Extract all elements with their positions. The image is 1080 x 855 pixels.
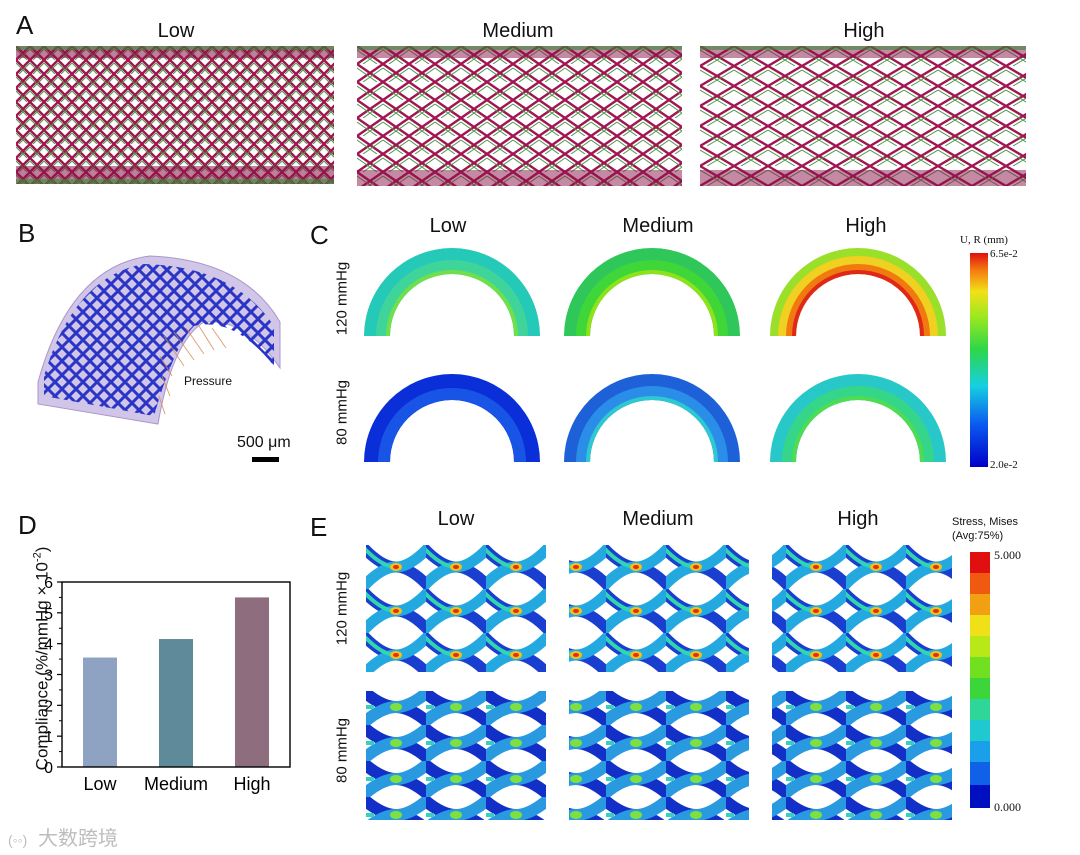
bar-high — [235, 597, 269, 767]
x-tick-label-high: High — [233, 774, 270, 794]
stress-high-80 — [772, 691, 952, 820]
panel-e-label: E — [310, 512, 328, 542]
panel-e-title-medium: Medium — [622, 508, 694, 530]
panel-b-label: B — [18, 218, 36, 248]
y-tick-label-0: 0 — [44, 760, 53, 777]
x-tick-label-medium: Medium — [144, 774, 208, 794]
panel-a-label: A — [16, 10, 34, 40]
y-tick-label-5: 5 — [44, 606, 53, 623]
stress-high-120 — [772, 545, 952, 672]
stent-low-image — [16, 46, 334, 184]
chart-ylabel: Compliance (%/mmHg × 10-2) — [31, 546, 52, 771]
y-tick-label-6: 6 — [44, 575, 53, 592]
y-tick-label-1: 1 — [44, 729, 53, 746]
colorbar-e-min: 0.000 — [994, 800, 1021, 814]
panel-a-title-medium: Medium — [482, 20, 554, 42]
stress-maps — [366, 545, 952, 820]
lattice-tube-image — [37, 255, 281, 425]
panel-c-label: C — [310, 220, 329, 250]
stress-medium-120 — [569, 545, 749, 672]
panel-e-title-high: High — [837, 508, 879, 530]
panel-a-title-low: Low — [157, 20, 195, 42]
displacement-rings — [364, 248, 946, 462]
watermark-logo-icon: (◦◦) — [8, 832, 28, 848]
panel-c-row-120: 120 mmHg — [333, 261, 351, 336]
stress-low-80 — [366, 691, 546, 820]
ring-low-120 — [364, 248, 540, 336]
bar-medium — [159, 639, 193, 767]
panel-c-title-low: Low — [429, 215, 467, 237]
panel-c-title-medium: Medium — [622, 215, 694, 237]
colorbar-e-max: 5.000 — [994, 548, 1021, 562]
colorbar-c-min: 2.0e-2 — [990, 459, 1018, 471]
stent-high-image — [700, 46, 1026, 186]
y-tick-label-3: 3 — [44, 668, 53, 685]
y-tick-label-4: 4 — [44, 637, 53, 654]
colorbar-e-title: Stress, Mises (Avg:75%) — [952, 516, 1019, 542]
scalebar-label: 500 μm — [237, 434, 291, 451]
watermark: (◦◦) 大数跨境 — [8, 828, 118, 850]
compliance-bar-chart: 0 1 2 3 4 5 6 Low Medium High — [44, 575, 291, 794]
colorbar-e — [970, 552, 990, 808]
panel-a-title-high: High — [843, 20, 885, 42]
pressure-label: Pressure — [184, 374, 233, 388]
panel-c-row-80: 80 mmHg — [333, 379, 351, 446]
panel-e-row-120: 120 mmHg — [333, 571, 351, 646]
bar-low — [83, 657, 117, 767]
ring-medium-80 — [564, 374, 740, 462]
stress-medium-80 — [569, 691, 749, 820]
colorbar-c — [970, 253, 988, 467]
ring-high-80 — [770, 374, 946, 462]
panel-e-row-80: 80 mmHg — [333, 717, 351, 784]
stent-medium-image — [357, 46, 682, 186]
x-tick-label-low: Low — [83, 774, 117, 794]
ring-high-120 — [770, 248, 946, 336]
colorbar-c-max: 6.5e-2 — [990, 248, 1018, 260]
colorbar-c-title: U, R (mm) — [960, 234, 1008, 246]
y-tick-label-2: 2 — [44, 698, 53, 715]
plot-frame — [61, 581, 291, 768]
panel-e-title-low: Low — [437, 508, 475, 530]
panel-c-title-high: High — [845, 215, 887, 237]
scalebar — [252, 457, 279, 462]
ring-low-80 — [364, 374, 540, 462]
ring-medium-120 — [564, 248, 740, 336]
panel-d-label: D — [18, 510, 37, 540]
stress-low-120 — [366, 545, 546, 672]
